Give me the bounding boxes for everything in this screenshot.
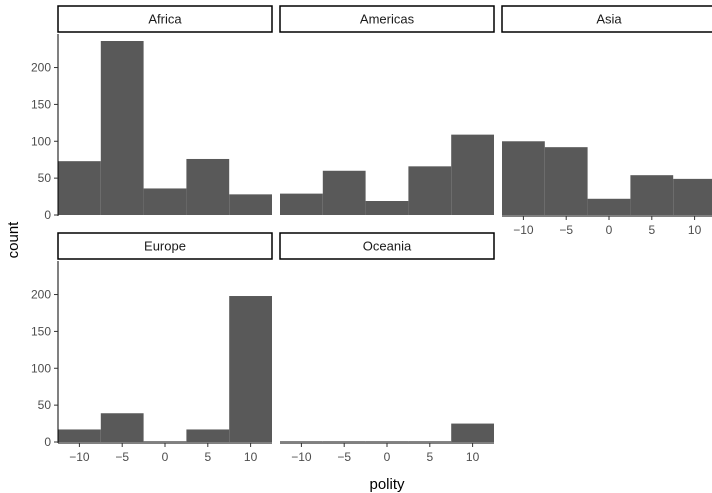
y-tick-label: 50	[38, 398, 52, 412]
x-tick-label: −5	[559, 223, 573, 237]
x-tick-label: 0	[606, 223, 613, 237]
x-axis-label: polity	[369, 476, 405, 493]
y-tick-label: 150	[31, 97, 51, 111]
histogram-bar	[451, 423, 494, 442]
histogram-bar	[408, 166, 452, 215]
histogram-bar	[143, 188, 187, 215]
panel-asia: Asia −10 −5 0 5 10	[501, 5, 712, 237]
histogram-bar	[408, 441, 452, 442]
x-tick-label: −5	[115, 450, 129, 464]
y-tick-label: 50	[38, 171, 52, 185]
x-tick-label: −5	[337, 450, 351, 464]
facet-strip	[279, 5, 495, 33]
histogram-bar	[365, 441, 409, 442]
histogram-bar	[322, 170, 366, 215]
histogram-bar	[186, 158, 230, 215]
y-tick-label: 0	[44, 435, 51, 449]
facet-label: Oceania	[363, 239, 412, 254]
facet-strip	[57, 5, 273, 33]
histogram-bar	[58, 429, 101, 442]
histogram-bar	[229, 194, 272, 215]
x-tick-label: −10	[69, 450, 90, 464]
facet-strip	[279, 232, 495, 260]
histogram-bar	[673, 178, 712, 215]
facet-label: Americas	[360, 12, 415, 27]
facet-label: Africa	[148, 12, 182, 27]
y-tick-label: 100	[31, 361, 51, 375]
histogram-bar	[58, 161, 101, 215]
panel-africa: Africa 0 50 100 150 200	[31, 5, 273, 222]
x-tick-label: 0	[384, 450, 391, 464]
histogram-bar	[451, 134, 494, 215]
facet-strip	[57, 232, 273, 260]
histogram-bar	[186, 429, 230, 442]
x-tick-label: 5	[426, 450, 433, 464]
y-axis-label: count	[5, 221, 22, 259]
facet-label: Europe	[144, 239, 186, 254]
histogram-bar	[280, 193, 323, 215]
panel-europe: Europe 0 50 100 150 200 −10 −5 0 5 10	[31, 232, 273, 464]
histogram-bar	[280, 441, 323, 442]
histogram-bar	[229, 296, 272, 442]
histogram-bar	[544, 147, 588, 215]
x-tick-label: 5	[204, 450, 211, 464]
x-tick-label: 10	[244, 450, 258, 464]
x-tick-label: 0	[162, 450, 169, 464]
y-tick-label: 200	[31, 61, 51, 75]
histogram-bar	[587, 198, 631, 215]
x-tick-label: 10	[688, 223, 702, 237]
y-tick-label: 150	[31, 324, 51, 338]
histogram-bar	[322, 441, 366, 442]
facet-label: Asia	[596, 12, 622, 27]
histogram-bar	[100, 413, 144, 442]
histogram-bar	[143, 441, 187, 442]
x-tick-label: −10	[513, 223, 534, 237]
histogram-bar	[365, 200, 409, 215]
y-tick-label: 200	[31, 288, 51, 302]
panel-oceania: Oceania −10 −5 0 5 10	[279, 232, 495, 464]
panel-americas: Americas	[279, 5, 495, 215]
histogram-bar	[100, 41, 144, 215]
y-tick-label: 0	[44, 208, 51, 222]
histogram-bar	[502, 141, 545, 215]
x-tick-label: 10	[466, 450, 480, 464]
y-tick-label: 100	[31, 134, 51, 148]
x-tick-label: −10	[291, 450, 312, 464]
histogram-bar	[630, 175, 674, 215]
x-tick-label: 5	[648, 223, 655, 237]
facet-strip	[501, 5, 712, 33]
